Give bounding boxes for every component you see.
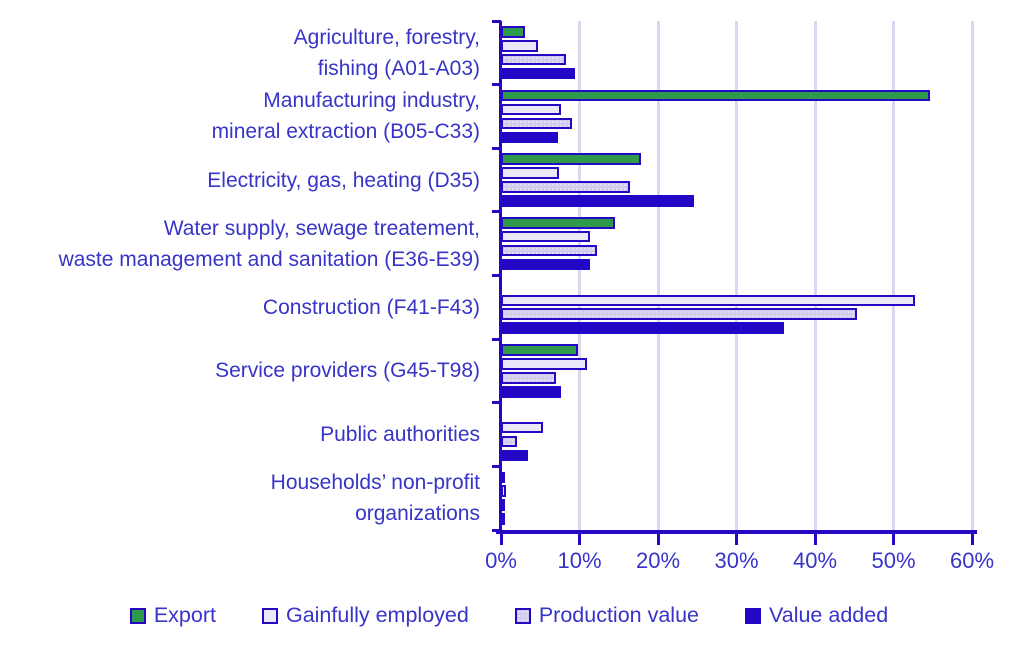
bar-export: [501, 344, 578, 356]
plot-area: [501, 21, 974, 530]
bar-value: [501, 131, 559, 143]
x-tick-label: 40%: [792, 548, 838, 573]
bar-production: [501, 181, 630, 193]
bar-export: [501, 217, 615, 229]
bar-production: [501, 435, 517, 448]
category-label: Service providers (G45-T98): [215, 359, 480, 383]
y-axis-tick: [492, 401, 501, 405]
legend-label: Export: [153, 603, 216, 627]
legend-label: Gainfully employed: [285, 603, 469, 627]
x-axis-tick: [499, 530, 503, 545]
x-axis-tick: [735, 530, 738, 545]
bar-export: [501, 471, 505, 484]
gridline: [735, 21, 738, 530]
legend-swatch-gainfully: [261, 607, 278, 624]
y-axis-tick: [492, 337, 501, 341]
bar-gainfully: [501, 103, 562, 116]
category-label: Manufacturing industry, mineral extracti…: [211, 89, 480, 144]
gridline: [970, 21, 974, 530]
gridline: [892, 21, 895, 530]
legend-item-export: Export: [129, 603, 216, 628]
legend-swatch-export: [129, 607, 146, 624]
legend-item-production: Production value: [514, 603, 699, 628]
legend-swatch-value: [745, 607, 761, 624]
bar-group: [501, 85, 972, 149]
legend-label: Value added: [769, 603, 889, 627]
bar-gainfully: [501, 358, 587, 370]
gridline: [656, 21, 660, 530]
bar-group: [501, 339, 972, 403]
y-axis-tick: [492, 146, 501, 150]
x-axis-tick: [656, 530, 660, 545]
bar-value: [501, 195, 695, 207]
legend-item-value: Value added: [745, 603, 888, 628]
x-axis-tick: [892, 530, 895, 545]
y-axis-tick: [492, 274, 501, 277]
category-label: Agriculture, forestry, fishing (A01-A03): [293, 25, 480, 80]
bar-group: [501, 21, 972, 85]
x-axis-tick: [578, 530, 581, 545]
bar-export: [501, 153, 641, 165]
category-label: Water supply, sewage treatement, waste m…: [58, 216, 480, 271]
legend-label: Production value: [538, 603, 699, 627]
gridline: [813, 21, 817, 530]
bar-production: [501, 372, 556, 384]
x-axis-tick: [970, 530, 974, 545]
x-tick-label: 10%: [557, 548, 602, 573]
bar-value: [501, 449, 528, 462]
category-label: Electricity, gas, heating (D35): [207, 168, 480, 192]
bar-gainfully: [501, 40, 538, 52]
x-tick-label: 20%: [635, 548, 681, 573]
bar-group: [501, 212, 972, 276]
bar-group: [501, 148, 972, 212]
x-tick-label: 60%: [949, 548, 995, 573]
category-labels: Agriculture, forestry, fishing (A01-A03)…: [0, 21, 491, 530]
bar-export: [501, 89, 931, 102]
category-label: Construction (F41-F43): [262, 295, 480, 319]
bar-group: [501, 276, 972, 340]
legend: Export Gainfully employed Production value…: [0, 603, 1018, 628]
bar-group: [501, 403, 972, 467]
bar-value: [501, 386, 562, 398]
bar-value: [501, 513, 505, 525]
y-axis-tick: [492, 464, 501, 468]
bar-value: [501, 322, 784, 334]
x-tick-label: 0%: [485, 548, 517, 573]
x-tick-label: 50%: [871, 548, 916, 573]
category-label: Public authorities: [320, 423, 480, 447]
bar-production: [501, 117, 573, 130]
bar-value: [501, 258, 591, 271]
category-label: Households’ non-profit organizations: [270, 471, 480, 526]
legend-item-gainfully: Gainfully employed: [261, 603, 469, 628]
bar-gainfully: [501, 294, 915, 307]
legend-swatch-production: [514, 607, 531, 624]
bar-group: [501, 466, 972, 530]
bar-production: [501, 308, 858, 320]
y-axis-tick: [492, 83, 501, 87]
bar-gainfully: [501, 167, 560, 179]
y-axis-tick: [492, 210, 501, 214]
y-axis: [499, 21, 502, 533]
bar-production: [501, 499, 505, 511]
bar-production: [501, 244, 597, 257]
gridline: [578, 21, 581, 530]
bar-export: [501, 26, 526, 38]
y-axis-tick: [492, 19, 501, 23]
bar-value: [501, 67, 575, 80]
bar-production: [501, 53, 567, 66]
x-tick-label: 30%: [714, 548, 759, 573]
x-axis-tick: [813, 530, 817, 545]
bar-gainfully: [501, 230, 591, 243]
bar-gainfully: [501, 421, 543, 434]
